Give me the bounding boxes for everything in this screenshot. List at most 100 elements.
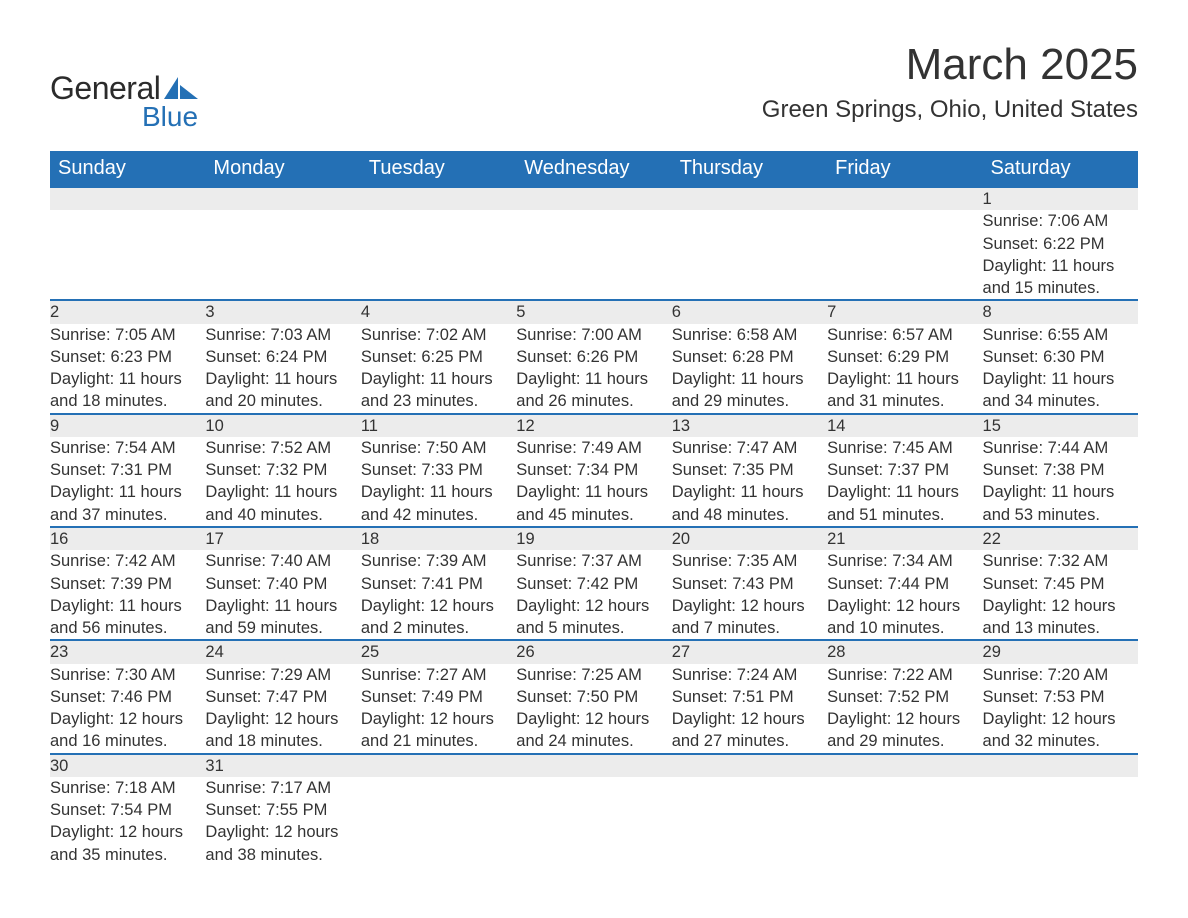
weekday-header: Saturday [983,151,1138,187]
day-number: 25 [361,640,516,663]
day-number: 21 [827,527,982,550]
sunrise-text: Sunrise: 7:45 AM [827,437,982,459]
day-number [361,754,516,777]
day-cell: Sunrise: 7:39 AMSunset: 7:41 PMDaylight:… [361,550,516,640]
day-body-row: Sunrise: 7:54 AMSunset: 7:31 PMDaylight:… [50,437,1138,527]
day-number: 14 [827,414,982,437]
day-number: 4 [361,300,516,323]
weekday-header: Wednesday [516,151,671,187]
weekday-header-row: Sunday Monday Tuesday Wednesday Thursday… [50,151,1138,187]
daylight-text: Daylight: 11 hours and 45 minutes. [516,481,671,526]
sunrise-text: Sunrise: 6:55 AM [983,324,1138,346]
daylight-text: Daylight: 11 hours and 23 minutes. [361,368,516,413]
daylight-text: Daylight: 12 hours and 7 minutes. [672,595,827,640]
location-text: Green Springs, Ohio, United States [762,96,1138,124]
day-cell: Sunrise: 7:22 AMSunset: 7:52 PMDaylight:… [827,664,982,754]
day-cell: Sunrise: 7:02 AMSunset: 6:25 PMDaylight:… [361,324,516,414]
sunrise-text: Sunrise: 7:50 AM [361,437,516,459]
sunrise-text: Sunrise: 7:02 AM [361,324,516,346]
sunset-text: Sunset: 7:49 PM [361,686,516,708]
weekday-header: Sunday [50,151,205,187]
daylight-text: Daylight: 12 hours and 29 minutes. [827,708,982,753]
day-number: 6 [672,300,827,323]
daylight-text: Daylight: 11 hours and 40 minutes. [205,481,360,526]
day-number: 13 [672,414,827,437]
daylight-text: Daylight: 11 hours and 29 minutes. [672,368,827,413]
day-number: 5 [516,300,671,323]
day-number-row: 9101112131415 [50,414,1138,437]
day-cell: Sunrise: 7:24 AMSunset: 7:51 PMDaylight:… [672,664,827,754]
day-cell [672,777,827,866]
day-body-row: Sunrise: 7:06 AMSunset: 6:22 PMDaylight:… [50,210,1138,300]
sunrise-text: Sunrise: 7:39 AM [361,550,516,572]
sunrise-text: Sunrise: 7:27 AM [361,664,516,686]
day-cell: Sunrise: 7:34 AMSunset: 7:44 PMDaylight:… [827,550,982,640]
day-cell [205,210,360,300]
day-number: 2 [50,300,205,323]
sunrise-text: Sunrise: 7:47 AM [672,437,827,459]
sunset-text: Sunset: 7:54 PM [50,799,205,821]
day-number: 26 [516,640,671,663]
day-number: 24 [205,640,360,663]
daylight-text: Daylight: 12 hours and 27 minutes. [672,708,827,753]
weekday-header: Thursday [672,151,827,187]
daylight-text: Daylight: 12 hours and 13 minutes. [983,595,1138,640]
daylight-text: Daylight: 11 hours and 26 minutes. [516,368,671,413]
title-block: March 2025 Green Springs, Ohio, United S… [762,40,1138,124]
day-cell: Sunrise: 7:00 AMSunset: 6:26 PMDaylight:… [516,324,671,414]
day-cell: Sunrise: 7:32 AMSunset: 7:45 PMDaylight:… [983,550,1138,640]
day-number: 17 [205,527,360,550]
weekday-header: Monday [205,151,360,187]
sunset-text: Sunset: 7:50 PM [516,686,671,708]
day-number [672,187,827,210]
sunset-text: Sunset: 7:33 PM [361,459,516,481]
day-body-row: Sunrise: 7:18 AMSunset: 7:54 PMDaylight:… [50,777,1138,866]
sunset-text: Sunset: 7:42 PM [516,573,671,595]
sunset-text: Sunset: 7:39 PM [50,573,205,595]
daylight-text: Daylight: 11 hours and 51 minutes. [827,481,982,526]
sunset-text: Sunset: 7:53 PM [983,686,1138,708]
sunset-text: Sunset: 6:22 PM [983,233,1138,255]
day-number: 19 [516,527,671,550]
sunset-text: Sunset: 6:29 PM [827,346,982,368]
daylight-text: Daylight: 11 hours and 48 minutes. [672,481,827,526]
day-number: 23 [50,640,205,663]
daylight-text: Daylight: 11 hours and 59 minutes. [205,595,360,640]
day-number-row: 23242526272829 [50,640,1138,663]
sunset-text: Sunset: 6:24 PM [205,346,360,368]
sunset-text: Sunset: 7:34 PM [516,459,671,481]
sunrise-text: Sunrise: 7:34 AM [827,550,982,572]
sunrise-text: Sunrise: 7:24 AM [672,664,827,686]
sunrise-text: Sunrise: 7:00 AM [516,324,671,346]
day-number [983,754,1138,777]
day-cell [361,210,516,300]
day-number: 7 [827,300,982,323]
sunset-text: Sunset: 7:46 PM [50,686,205,708]
sunset-text: Sunset: 7:44 PM [827,573,982,595]
sunrise-text: Sunrise: 7:40 AM [205,550,360,572]
sunrise-text: Sunrise: 7:54 AM [50,437,205,459]
day-cell: Sunrise: 7:18 AMSunset: 7:54 PMDaylight:… [50,777,205,866]
logo-blue-text: Blue [142,101,198,133]
day-cell: Sunrise: 7:03 AMSunset: 6:24 PMDaylight:… [205,324,360,414]
day-cell: Sunrise: 7:30 AMSunset: 7:46 PMDaylight:… [50,664,205,754]
daylight-text: Daylight: 12 hours and 21 minutes. [361,708,516,753]
day-number: 28 [827,640,982,663]
day-cell [361,777,516,866]
daylight-text: Daylight: 12 hours and 16 minutes. [50,708,205,753]
day-cell: Sunrise: 6:57 AMSunset: 6:29 PMDaylight:… [827,324,982,414]
sunset-text: Sunset: 7:40 PM [205,573,360,595]
day-cell: Sunrise: 6:55 AMSunset: 6:30 PMDaylight:… [983,324,1138,414]
sunset-text: Sunset: 7:47 PM [205,686,360,708]
sunrise-text: Sunrise: 7:18 AM [50,777,205,799]
sunset-text: Sunset: 6:23 PM [50,346,205,368]
day-number: 11 [361,414,516,437]
day-cell [672,210,827,300]
day-cell: Sunrise: 7:40 AMSunset: 7:40 PMDaylight:… [205,550,360,640]
daylight-text: Daylight: 12 hours and 2 minutes. [361,595,516,640]
day-body-row: Sunrise: 7:05 AMSunset: 6:23 PMDaylight:… [50,324,1138,414]
day-number: 12 [516,414,671,437]
daylight-text: Daylight: 11 hours and 42 minutes. [361,481,516,526]
daylight-text: Daylight: 12 hours and 10 minutes. [827,595,982,640]
daylight-text: Daylight: 12 hours and 32 minutes. [983,708,1138,753]
